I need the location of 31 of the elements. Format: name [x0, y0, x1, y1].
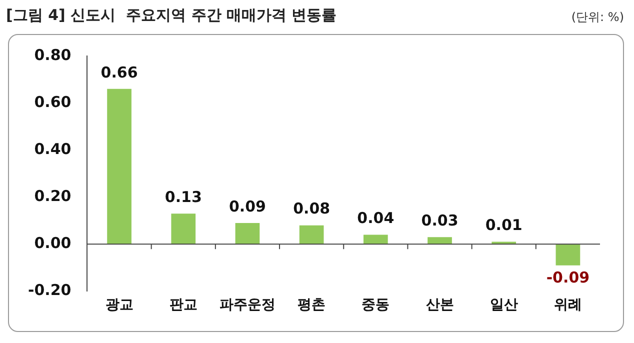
bar [428, 237, 452, 244]
data-label: 0.03 [421, 211, 458, 230]
text: (단위: %) [571, 9, 624, 26]
bar [363, 234, 388, 244]
bar [299, 225, 324, 244]
y-tick-label: 0.00 [34, 234, 72, 252]
x-tick-label: 평촌 [298, 297, 326, 314]
bar [107, 88, 132, 244]
data-label: 0.13 [164, 188, 202, 206]
data-label: 0.01 [485, 216, 522, 234]
x-tick-label: 파주운정 [219, 297, 276, 314]
y-tick-label: 0.20 [34, 187, 72, 206]
y-tick-label: 0.60 [34, 92, 72, 111]
x-tick-label: 위례 [554, 297, 582, 314]
bar [556, 244, 580, 266]
data-label: -0.09 [546, 268, 590, 287]
bar [171, 214, 196, 244]
x-tick-label: 일산 [490, 297, 518, 314]
data-label: 0.08 [293, 200, 330, 218]
y-tick-label: 0.80 [34, 46, 72, 64]
x-tick-label: 판교 [169, 297, 198, 314]
data-label: 0.09 [228, 197, 266, 216]
x-tick-label: 중동 [362, 297, 390, 314]
y-tick-label: 0.40 [34, 140, 72, 158]
x-tick-label: 산본 [426, 297, 454, 314]
chart-title: [그림 4] 신도시 주요지역 주간 매매가격 변동률 [6, 6, 337, 25]
data-label: 0.66 [100, 63, 138, 82]
bar [235, 222, 260, 244]
data-label: 0.04 [357, 209, 394, 228]
y-tick-label: -0.20 [28, 281, 72, 300]
x-tick-label: 광교 [105, 297, 134, 314]
